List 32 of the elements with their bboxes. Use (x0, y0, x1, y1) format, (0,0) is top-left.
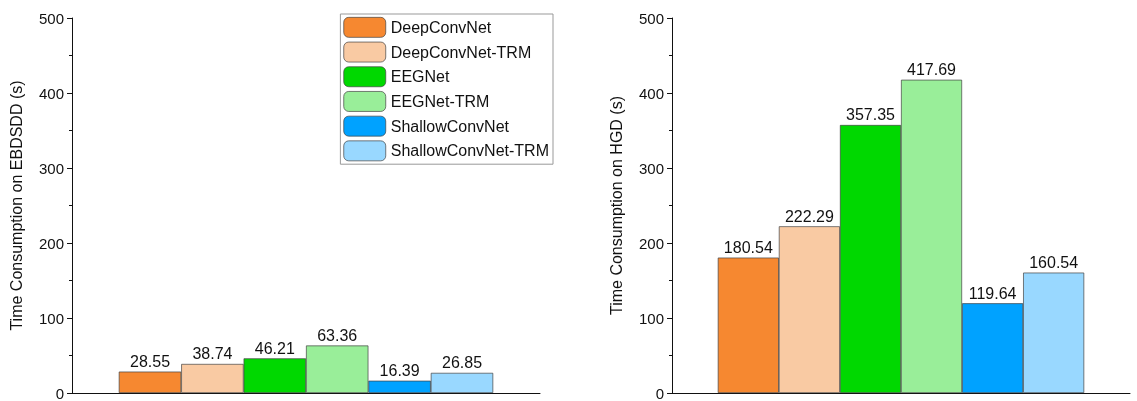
legend-label: DeepConvNet (390, 18, 492, 36)
y-tick-label: 500 (638, 9, 664, 27)
legend-label: ShallowConvNet (390, 117, 510, 135)
legend-label: EEGNet-TRM (390, 92, 490, 110)
data-label: 46.21 (254, 339, 295, 357)
data-label: 160.54 (1029, 254, 1079, 272)
y-tick-label: 400 (38, 84, 64, 102)
data-label: 222.29 (784, 207, 834, 225)
y-tick-label: 0 (655, 384, 664, 401)
y-axis-title: Time Consumption on EBDSDD (s) (7, 80, 25, 331)
legend-label: EEGNet (390, 68, 450, 86)
data-label: 16.39 (379, 362, 420, 380)
y-tick-label: 300 (38, 159, 64, 177)
data-label: 180.54 (723, 239, 773, 257)
y-tick-label: 200 (38, 234, 64, 252)
y-tick-label: 100 (38, 309, 64, 327)
y-tick-label: 200 (638, 234, 664, 252)
y-tick-label: 300 (638, 159, 664, 177)
legend-label: DeepConvNet-TRM (390, 43, 532, 61)
y-tick-label: 0 (55, 384, 64, 401)
legend-label: ShallowConvNet-TRM (390, 142, 549, 160)
data-label: 119.64 (968, 284, 1017, 302)
y-axis-title: Time Consumption on HGD (s) (607, 95, 625, 316)
y-tick-label: 400 (638, 84, 664, 102)
y-tick-label: 100 (638, 309, 664, 327)
data-label: 63.36 (317, 326, 358, 344)
data-label: 38.74 (192, 345, 233, 363)
data-label: 357.35 (846, 106, 896, 124)
y-tick-label: 500 (38, 9, 64, 27)
data-label: 417.69 (907, 61, 957, 79)
data-label: 28.55 (129, 353, 171, 371)
data-label: 26.85 (441, 354, 483, 372)
